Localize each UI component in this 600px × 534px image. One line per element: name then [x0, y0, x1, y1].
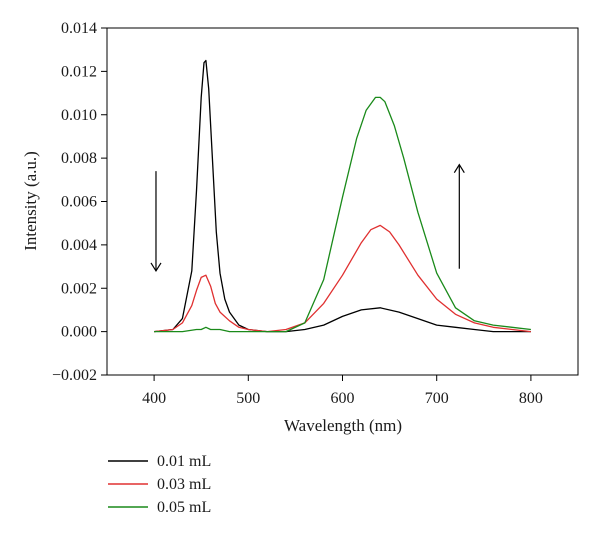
x-tick-label: 600 [331, 390, 355, 407]
plot-frame [106, 27, 579, 376]
y-axis-ticks: −0.002 0.000 0.002 0.004 0.006 0.008 0.010 0.01… [52, 20, 107, 384]
x-axis-title: Wavelength (nm) [284, 416, 402, 435]
arrow-down-icon [150, 171, 162, 273]
y-tick-label: 0.008 [61, 150, 97, 167]
legend-label: 0.05 mL [157, 499, 211, 516]
legend-label: 0.03 mL [157, 476, 211, 493]
y-tick-label: 0.014 [61, 20, 97, 37]
series-line-3 [154, 96, 531, 333]
y-tick-label: −0.002 [52, 367, 97, 384]
x-tick-label: 800 [519, 390, 543, 407]
x-tick-label: 700 [425, 390, 449, 407]
y-tick-label: 0.012 [61, 63, 97, 80]
legend-label: 0.01 mL [157, 453, 211, 470]
legend: 0.01 mL 0.03 mL 0.05 mL [108, 453, 211, 516]
x-tick-label: 500 [236, 390, 260, 407]
x-tick-label: 400 [142, 390, 166, 407]
y-tick-label: 0.002 [61, 280, 97, 297]
y-tick-label: 0.006 [61, 194, 97, 211]
y-tick-label: 0.010 [61, 107, 97, 124]
y-tick-label: 0.000 [61, 324, 97, 341]
series-lines [154, 59, 531, 333]
series-line-2 [154, 224, 531, 333]
trend-arrows [150, 163, 465, 273]
x-axis-ticks: 400 500 600 700 800 [142, 375, 543, 407]
arrow-up-icon [453, 163, 465, 269]
y-tick-label: 0.004 [61, 237, 97, 254]
y-axis-title: Intensity (a.u.) [21, 151, 40, 251]
